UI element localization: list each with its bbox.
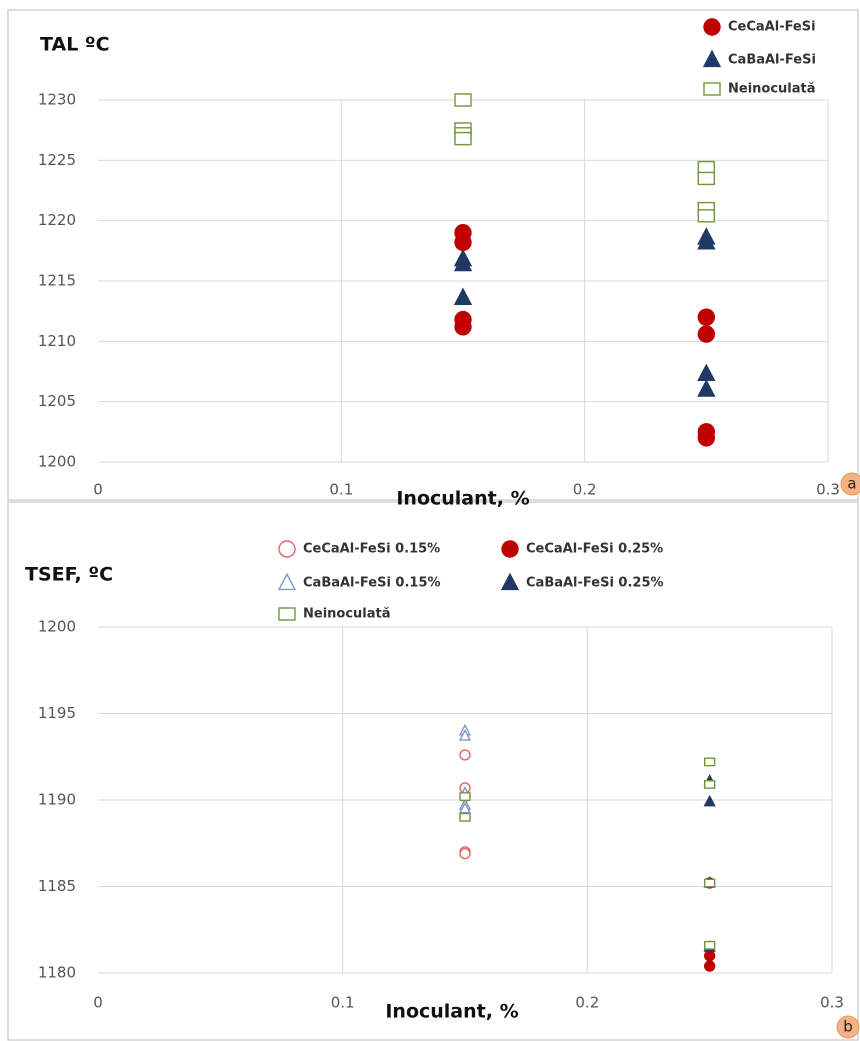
y-tick-label: 1205 [38,392,76,410]
legend-label: CeCaAl-FeSi 0.15% [303,542,440,557]
data-point [697,232,716,250]
data-point [704,940,716,950]
legend-marker [501,540,519,558]
data-point [704,960,716,972]
data-point [697,379,716,397]
data-point [697,363,716,382]
y-tick-label: 1215 [38,272,76,290]
data-point [458,729,472,741]
data-point [704,878,716,888]
x-tick-label: 0.2 [573,481,597,499]
annotation-badge [836,1015,860,1039]
data-point [704,780,716,789]
y-tick-label: 1180 [38,964,76,982]
data-point [454,233,472,252]
data-point [454,93,472,107]
x-tick-label: 0.1 [331,994,355,1012]
legend-label: Neinoculată [303,607,391,622]
data-point [697,308,716,326]
legend-label: Neinoculată [728,82,816,97]
legend-marker [277,572,297,591]
legend-marker [703,82,721,96]
data-point [459,792,471,801]
data-point [459,749,471,761]
x-axis-label: Inoculant, % [385,1001,518,1023]
x-tick-label: 0 [93,994,103,1012]
panel-frame [7,501,859,1041]
y-tick-label: 1190 [38,791,76,809]
y-tick-label: 1225 [38,151,76,169]
legend-label: CaBaAl-FeSi [728,53,816,68]
data-point [454,318,472,336]
y-tick-label: 1230 [38,91,76,109]
data-point [459,847,471,860]
legend-marker [278,540,296,558]
annotation: b [843,1018,853,1036]
annotation-badge [840,472,860,496]
legend-marker [500,572,520,591]
data-point [704,950,716,962]
data-point [697,429,716,447]
legend-marker [702,49,722,68]
y-tick-label: 1200 [38,453,76,471]
x-tick-label: 0.1 [329,481,353,499]
data-point [697,325,716,343]
y-tick-label: 1220 [38,211,76,229]
chart-title: TAL ºC [40,34,110,56]
legend-label: CeCaAl-FeSi [728,20,816,35]
data-point [453,287,473,305]
data-point [459,812,471,822]
data-point [697,171,716,186]
x-tick-label: 0.2 [575,994,599,1012]
x-tick-label: 0.3 [820,994,844,1012]
x-axis-label: Inoculant, % [396,488,529,510]
chart-title: TSEF, ºC [25,564,113,586]
data-point [697,209,716,223]
data-point [454,131,472,146]
annotation: a [847,475,856,493]
y-tick-label: 1210 [38,332,76,350]
panel-frame [7,9,859,501]
x-tick-label: 0 [93,481,103,499]
x-tick-label: 0.3 [816,481,840,499]
y-tick-label: 1200 [38,618,76,636]
data-point [703,794,716,807]
y-tick-label: 1195 [38,704,76,722]
legend-label: CaBaAl-FeSi 0.25% [526,576,664,591]
data-point [453,253,473,272]
legend-marker [703,18,721,36]
legend-label: CaBaAl-FeSi 0.15% [303,576,441,591]
legend-label: CeCaAl-FeSi 0.25% [526,542,663,557]
y-tick-label: 1185 [38,877,76,895]
data-point [458,801,472,814]
legend-marker [278,607,296,621]
data-point [704,757,716,767]
